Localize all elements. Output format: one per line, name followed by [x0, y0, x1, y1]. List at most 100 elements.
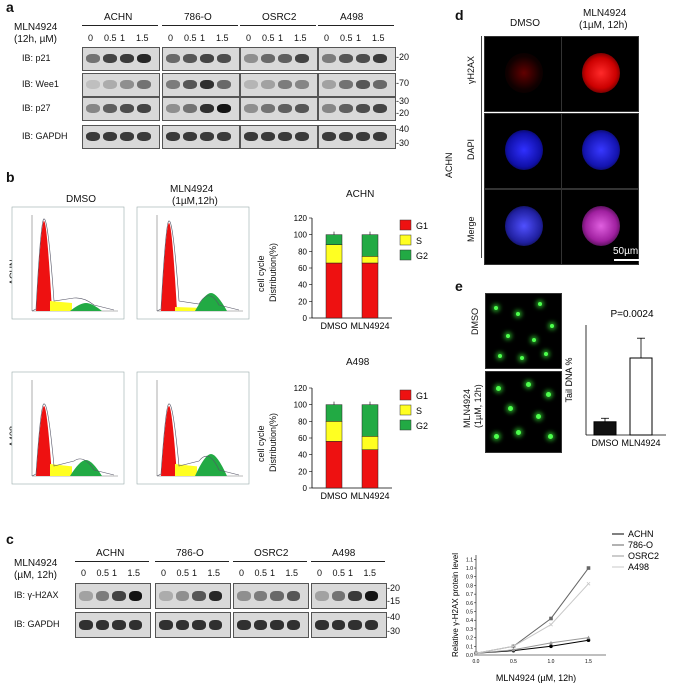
comet-spot: [494, 434, 499, 439]
a-band: [373, 54, 387, 64]
a-band: [200, 80, 214, 90]
a-band: [217, 54, 231, 64]
d-row-label-gh2ax: γH2AX: [466, 55, 476, 84]
legend-swatch-s: [399, 404, 412, 416]
c-band: [270, 619, 284, 630]
c-blot-strip: [233, 583, 309, 609]
comet-spot: [498, 354, 502, 358]
c-blot-strip: [155, 612, 231, 638]
data-point: [474, 651, 478, 656]
a-band: [200, 132, 214, 142]
y-tick-label: 0.0: [466, 653, 473, 659]
a-band: [137, 54, 151, 64]
a-band: [183, 132, 197, 142]
c-band: [348, 590, 362, 601]
c-band: [237, 619, 251, 630]
cell-cycle-chart-a498: 0 20 40 60 80 100 120 DMSO MLN4924 G1 S G2: [294, 384, 428, 501]
a-band: [217, 132, 231, 142]
comet-spot: [544, 352, 548, 356]
c-dose-label: 0.5: [176, 568, 190, 578]
a-band: [356, 104, 370, 114]
c-band: [286, 590, 300, 601]
c-blot-label: IB: γ-H2AX: [14, 590, 59, 600]
b-chart1-title: ACHN: [346, 189, 375, 200]
a-blot-strip: [318, 47, 396, 71]
a-treatment-unit: (12h, µM): [14, 34, 57, 45]
a-header-a498: A498: [340, 12, 364, 23]
legend-label-g1: G1: [416, 221, 428, 231]
category-label: MLN4924: [350, 321, 389, 331]
data-point: [549, 640, 553, 645]
a-band: [200, 54, 214, 64]
a-dose-label: 0.5: [184, 33, 197, 43]
x-tick-label: 0.0: [473, 659, 480, 665]
legend-label-achn: ACHN: [628, 529, 654, 539]
a-band: [322, 80, 336, 90]
comet-image-dmso: [485, 293, 562, 369]
a-band: [261, 104, 275, 114]
data-point: [549, 616, 553, 621]
legend-label-786-o: 786-O: [628, 540, 653, 550]
a-band: [278, 54, 292, 64]
a-dose-label: 0.5: [340, 33, 353, 43]
c-band: [237, 590, 251, 601]
c-header-osrc2: OSRC2: [254, 548, 289, 559]
c-dose-label: 1.5: [127, 568, 141, 578]
c-mw-marker: -15: [387, 596, 401, 606]
y-axis-label: Tail DNA %: [564, 357, 574, 402]
a-mw-marker: -20: [396, 52, 410, 62]
c-band: [128, 590, 142, 601]
a-dose-label: 0.5: [104, 33, 117, 43]
a-dose-label: 1: [200, 33, 206, 43]
histogram-outline: [156, 403, 240, 477]
nucleus: [582, 130, 620, 170]
a-band: [356, 54, 370, 64]
c-band: [286, 619, 300, 630]
a-band: [339, 54, 353, 64]
c-blot-strip: [233, 612, 309, 638]
c-band: [253, 590, 267, 601]
a-blot-strip: [162, 125, 240, 149]
a-underline-3: [318, 25, 394, 26]
b-mln-label: MLN4924: [170, 184, 214, 195]
s-phase: [175, 307, 197, 311]
bar-g1: [325, 441, 343, 489]
bar-g1: [361, 449, 379, 489]
a-blot-strip: [240, 73, 318, 97]
c-dose-label: 0: [317, 568, 323, 578]
y-tick-label: 80: [298, 417, 307, 426]
a-band: [166, 132, 180, 142]
series-line-osrc2: [475, 637, 589, 654]
legend-label-osrc2: OSRC2: [628, 551, 659, 561]
histogram-outline: [31, 218, 115, 312]
category-label: DMSO: [321, 321, 348, 331]
if-image-gh2ax-mln: [561, 36, 639, 112]
b-chart2-ylabel: cell cycle: [256, 425, 266, 462]
a-blot-strip: [162, 73, 240, 97]
y-tick-label: 0.5: [466, 610, 473, 616]
d-cell-label: ACHN: [444, 152, 454, 178]
a-band: [244, 104, 258, 114]
c-mw-marker: -30: [387, 626, 401, 636]
if-image-gh2ax-dmso: [484, 36, 562, 112]
series-line-a498: [475, 583, 589, 654]
c-band: [253, 619, 267, 630]
a-dose-label: 1: [278, 33, 284, 43]
a-band: [261, 54, 275, 64]
s-phase: [175, 464, 197, 476]
c-blot-strip: [75, 583, 151, 609]
a-dose-label: 1.5: [372, 33, 385, 43]
data-point: [549, 644, 553, 649]
b-chart2-ylabel-2: Distribution(%): [268, 412, 278, 472]
c-blot-strip: [311, 612, 387, 638]
a-band: [86, 104, 100, 114]
a-mw-marker: -70: [396, 78, 410, 88]
a-band: [217, 104, 231, 114]
a-dose-label: 1: [356, 33, 362, 43]
a-band: [166, 80, 180, 90]
y-tick-label: 0.9: [466, 575, 473, 581]
c-blot-label: IB: GAPDH: [14, 619, 60, 629]
c-header-achn: ACHN: [96, 548, 125, 559]
y-tick-label: 120: [294, 214, 308, 223]
a-underline-1: [162, 25, 238, 26]
